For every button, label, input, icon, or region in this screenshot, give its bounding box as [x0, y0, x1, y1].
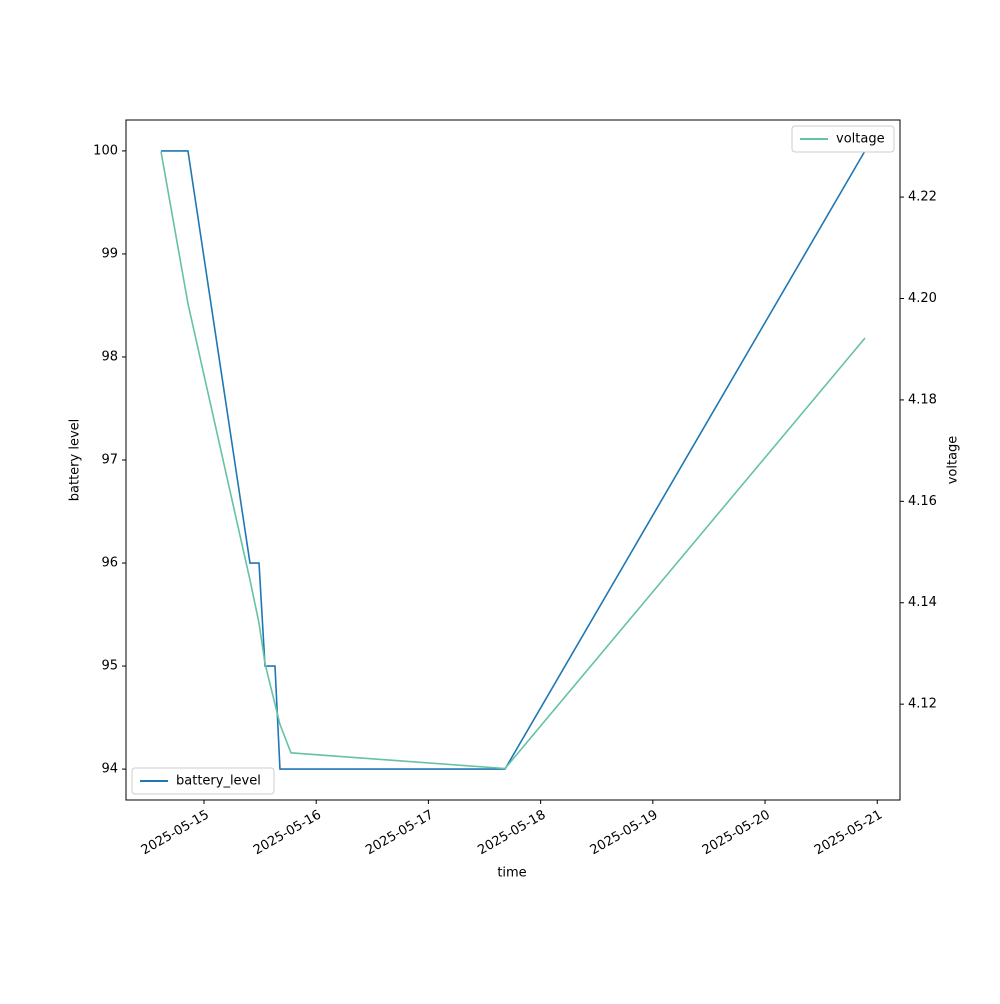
- y-tick-label: 99: [101, 246, 118, 261]
- legend-label: voltage: [836, 132, 885, 147]
- y-tick-label: 95: [101, 659, 118, 674]
- x-tick-label: 2025-05-17: [363, 808, 436, 859]
- plot-frame: [125, 119, 901, 801]
- y2-tick-label: 4.22: [908, 190, 937, 205]
- x-tick-label: 2025-05-16: [251, 808, 324, 859]
- x-tick-label: 2025-05-19: [588, 808, 661, 859]
- x-axis-label: time: [497, 866, 526, 881]
- y2-axis-label: voltage: [946, 436, 961, 485]
- y2-tick-label: 4.18: [908, 392, 937, 407]
- y-tick-label: 97: [101, 453, 118, 468]
- x-tick-label: 2025-05-21: [812, 808, 885, 859]
- y2-tick-label: 4.14: [908, 595, 937, 610]
- legend: battery_level: [131, 767, 275, 795]
- y2-tick-label: 4.16: [908, 494, 937, 509]
- series-line: [160, 150, 866, 770]
- y-tick-label: 96: [101, 556, 118, 571]
- legend-box: [791, 125, 895, 153]
- y2-tick-label: 4.20: [908, 291, 937, 306]
- series-line: [160, 151, 866, 770]
- legend-label: battery_level: [176, 774, 261, 789]
- legend-box: [131, 767, 275, 795]
- legend: voltage: [791, 125, 895, 153]
- x-tick-label: 2025-05-20: [700, 808, 773, 859]
- y2-tick-label: 4.12: [908, 697, 937, 712]
- y-axis-label: battery level: [68, 419, 83, 502]
- x-tick-label: 2025-05-18: [475, 808, 548, 859]
- y-tick-label: 94: [101, 762, 118, 777]
- y-tick-label: 98: [101, 349, 118, 364]
- y-tick-label: 100: [93, 143, 118, 158]
- x-tick-label: 2025-05-15: [139, 808, 212, 859]
